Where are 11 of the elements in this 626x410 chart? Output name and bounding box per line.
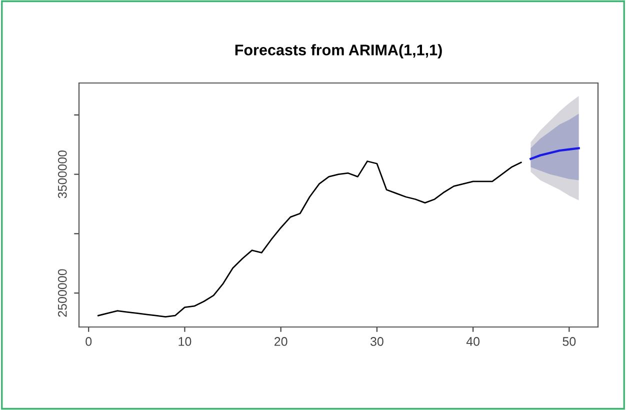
x-tick-label: 20 bbox=[274, 337, 288, 346]
x-tick-label: 50 bbox=[562, 337, 576, 346]
x-tick-label: 30 bbox=[370, 337, 384, 346]
x-tick-label: 10 bbox=[178, 337, 192, 346]
y-tick-label: 2500000 bbox=[58, 269, 67, 317]
line-series bbox=[98, 160, 522, 318]
x-tick-label: 40 bbox=[466, 337, 480, 346]
chart-title: Forecasts from ARIMA(1,1,1) bbox=[235, 44, 442, 58]
y-tick-label: 3500000 bbox=[58, 150, 67, 198]
x-tick-label: 0 bbox=[86, 337, 92, 346]
line-series bbox=[530, 147, 580, 160]
